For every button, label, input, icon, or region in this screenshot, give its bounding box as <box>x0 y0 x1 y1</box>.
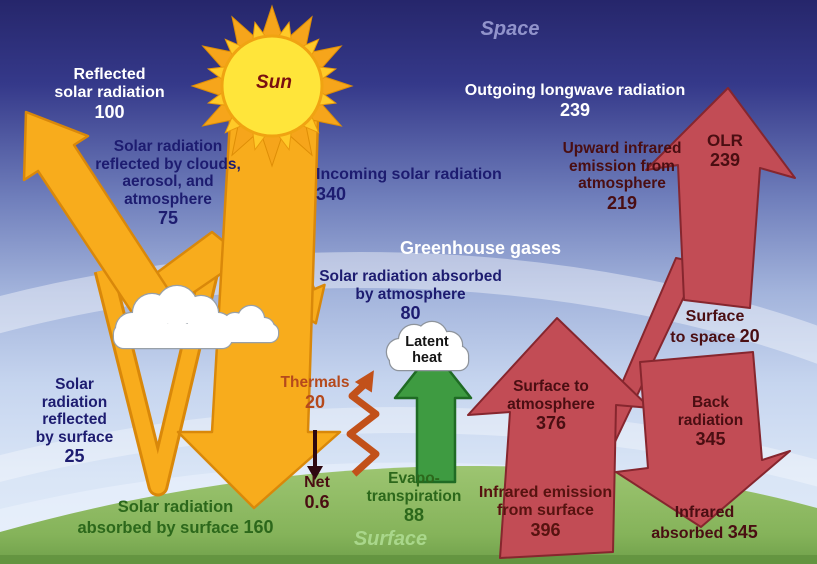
value-absorbed-surface: 160 <box>243 516 274 537</box>
value-absorbed-atmosphere: 80 <box>400 303 421 323</box>
label-surface-to-atmosphere: Surface to atmosphere 376 <box>496 378 606 433</box>
value-thermals: 20 <box>304 391 326 412</box>
label-reflected-solar: Reflected solar radiation 100 <box>12 66 207 122</box>
label-back-radiation-text: Back radiation <box>677 394 744 429</box>
value-net: 0.6 <box>304 492 330 513</box>
label-reflected-surface: Solar radiation reflected by surface 25 <box>22 376 127 466</box>
value-outgoing-longwave: 239 <box>559 100 591 121</box>
infrared-arrows <box>467 87 796 559</box>
label-latent-heat: Latent heat <box>394 334 460 367</box>
arrow-reflected-solar <box>22 110 170 319</box>
value-surface-to-atmosphere: 376 <box>535 413 567 433</box>
label-latent-heat-text: Latent heat <box>405 334 449 367</box>
label-greenhouse-gases: Greenhouse gases <box>399 238 562 258</box>
arrow-evapotranspiration <box>393 348 473 484</box>
value-infrared-absorbed: 345 <box>727 522 758 543</box>
value-olr: 239 <box>709 150 741 171</box>
value-reflected-surface: 25 <box>64 446 85 466</box>
value-incoming-solar: 340 <box>316 184 347 205</box>
label-infrared-emission: Infrared emission from surface 396 <box>458 484 633 540</box>
label-incoming-solar: Incoming solar radiation 340 <box>316 166 531 204</box>
label-reflected-solar-text: Reflected solar radiation <box>54 66 165 102</box>
label-surface-to-space-text: Surface to space <box>670 308 745 347</box>
arrow-olr <box>645 87 796 309</box>
label-evapotranspiration-text: Evapo- transpiration <box>366 470 462 505</box>
value-upward-infrared: 219 <box>606 192 638 213</box>
label-thermals-text: Thermals <box>280 374 350 391</box>
label-reflected-clouds-text: Solar radiation reflected by clouds, aer… <box>95 138 241 208</box>
label-infrared-emission-text: Infrared emission from surface <box>478 484 613 520</box>
label-surface-region: Surface <box>353 528 428 550</box>
label-reflected-surface-text: Solar radiation reflected by surface <box>35 376 114 446</box>
label-surface-to-atmosphere-text: Surface to atmosphere <box>507 378 595 413</box>
ground-bottom-strip <box>0 555 817 564</box>
label-surface-to-space: Surface to space 20 <box>645 308 785 347</box>
arrow-surface-to-atmosphere <box>467 317 651 559</box>
label-incoming-solar-text: Incoming solar radiation <box>316 166 502 183</box>
label-absorbed-surface-text: Solar radiation absorbed by surface <box>77 498 239 537</box>
label-space-region: Space <box>480 18 540 40</box>
value-surface-to-space: 20 <box>739 326 760 347</box>
label-absorbed-atmosphere: Solar radiation absorbed by atmosphere 8… <box>303 268 518 323</box>
label-upward-infrared: Upward infrared emission from atmosphere… <box>542 140 702 213</box>
arrow-thermals <box>346 370 380 477</box>
arrow-back-radiation <box>615 351 791 528</box>
value-back-radiation: 345 <box>695 429 726 449</box>
label-net-text: Net <box>304 474 330 491</box>
arrow-net <box>307 430 323 480</box>
label-absorbed-surface: Solar radiation absorbed by surface 160 <box>58 498 293 537</box>
label-outgoing-longwave-text: Outgoing longwave radiation <box>464 82 686 99</box>
label-back-radiation: Back radiation 345 <box>663 394 758 449</box>
label-olr-text: OLR <box>707 131 743 150</box>
value-reflected-clouds: 75 <box>157 208 179 228</box>
label-outgoing-longwave: Outgoing longwave radiation 239 <box>445 82 705 120</box>
label-absorbed-atmosphere-text: Solar radiation absorbed by atmosphere <box>319 268 502 303</box>
latent-heat-cloud-icon <box>385 320 470 372</box>
label-net: Net 0.6 <box>292 474 342 512</box>
value-evapotranspiration: 88 <box>403 505 425 525</box>
label-thermals: Thermals 20 <box>276 374 354 412</box>
label-sun: Sun <box>256 72 292 93</box>
label-infrared-absorbed: Infrared absorbed 345 <box>622 504 787 543</box>
cloud-icon <box>112 284 280 350</box>
label-olr: OLR 239 <box>697 131 753 171</box>
label-infrared-absorbed-text: Infrared absorbed <box>651 504 735 543</box>
sun-icon <box>190 4 354 168</box>
value-infrared-emission: 396 <box>530 520 561 541</box>
value-reflected-solar: 100 <box>94 102 125 123</box>
label-upward-infrared-text: Upward infrared emission from atmosphere <box>562 140 682 192</box>
label-evapotranspiration: Evapo- transpiration 88 <box>350 470 478 525</box>
label-reflected-clouds: Solar radiation reflected by clouds, aer… <box>68 138 268 228</box>
